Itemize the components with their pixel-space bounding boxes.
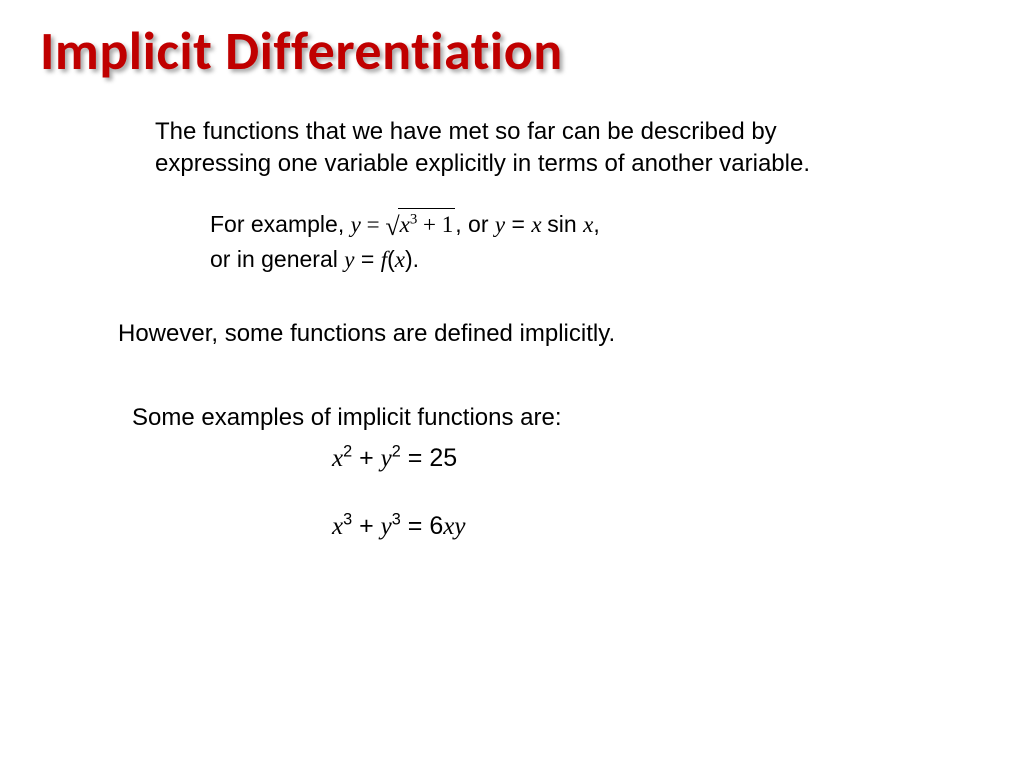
math-x: x [400,212,410,237]
math-plus-1: + 1 [417,212,453,237]
math-eq2: = [505,211,531,237]
math-sin: sin [547,211,583,237]
math-ex2-eq: = [401,512,430,540]
math-ex1-x: x [332,445,343,472]
equation-example-2: x3 + y3 = 6xy [332,510,732,544]
math-radicand: x3 + 1 [398,208,456,240]
math-y: y [351,212,361,237]
math-ex2-plus: + [352,512,381,540]
math-rparen: ) [405,246,413,272]
text-or: , or [455,211,495,237]
math-eq3: = [354,246,380,272]
math-x3: x [583,212,593,237]
text-or-general: or in general [210,246,344,272]
math-ex2-y: y [381,513,392,540]
math-ex2-x: x [332,513,343,540]
math-ex1-rhs: 25 [429,444,457,472]
math-ex2-xp: 3 [343,511,352,529]
math-ex1-eq: = [401,444,430,472]
math-ex2-yp: 3 [392,511,401,529]
math-eq: = [361,212,385,237]
math-y3: y [344,247,354,272]
math-ex1-xp: 2 [343,443,352,461]
equation-example-1: x2 + y2 = 25 [332,442,732,476]
math-x2: x [531,212,547,237]
paragraph-example: For example, y = √x3 + 1, or y = x sin x… [210,208,810,275]
math-ex2-six: 6 [429,512,443,540]
math-ex1-plus: + [352,444,381,472]
math-ex2-xy: xy [443,513,465,540]
math-lparen: ( [387,246,395,272]
math-x4: x [395,247,405,272]
paragraph-intro: The functions that we have met so far ca… [155,116,895,181]
math-y2: y [495,212,505,237]
text-comma: , [593,211,599,237]
math-sqrt: √x3 + 1 [385,208,455,244]
slide: Implicit Differentiation The functions t… [0,0,1024,768]
slide-title: Implicit Differentiation [40,18,563,84]
paragraph-some-examples: Some examples of implicit functions are: [132,402,872,434]
text-period: . [413,246,419,272]
math-ex1-y: y [381,445,392,472]
paragraph-however: However, some functions are defined impl… [118,318,858,350]
math-ex1-yp: 2 [392,443,401,461]
text-for-example: For example, [210,211,351,237]
